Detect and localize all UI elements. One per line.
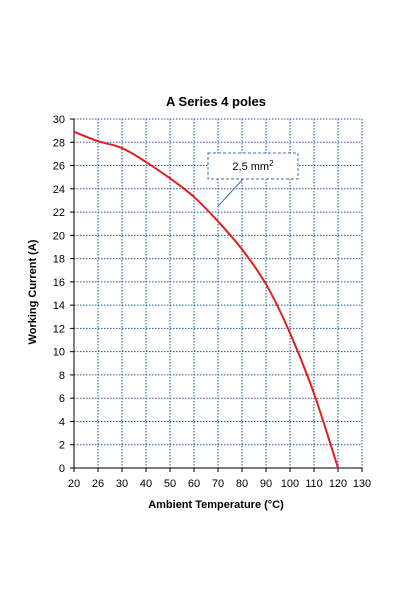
y-tick-label: 14 [53, 300, 65, 312]
y-tick-label: 10 [53, 347, 65, 359]
annotation-label-superscript: 2 [269, 159, 274, 168]
tick-labels: 20 26 30 40 50 60 70 80 90 100 110 120 1300246810121… [53, 114, 371, 490]
y-tick-label: 8 [59, 370, 65, 382]
x-axis-label: Ambient Temperature (°C) [148, 499, 284, 511]
y-tick-label: 2 [59, 440, 65, 452]
y-tick-label: 30 [53, 114, 65, 126]
y-tick-label: 26 [53, 161, 65, 173]
x-tick-label: 26 [92, 478, 104, 490]
x-tick-label: 90 [260, 478, 272, 490]
y-tick-label: 16 [53, 277, 65, 289]
x-tick-label: 50 [164, 478, 176, 490]
y-tick-label: 4 [59, 416, 65, 428]
y-tick-label: 20 [53, 230, 65, 242]
series-line-2-5mm2 [73, 130, 339, 469]
y-tick-label: 18 [53, 254, 65, 266]
x-tick-label: 130 [353, 478, 371, 490]
x-tick-label: 100 [281, 478, 299, 490]
x-tick-label: 20 [68, 478, 80, 490]
y-tick-label: 12 [53, 323, 65, 335]
x-tick-label: 60 [188, 478, 200, 490]
annotation-leader-line [217, 178, 244, 207]
chart-title: A Series 4 poles [166, 94, 266, 109]
annotation-label: 2,5 mm2 [232, 159, 274, 173]
y-tick-label: 0 [59, 463, 65, 475]
y-tick-label: 6 [59, 393, 65, 405]
y-tick-label: 22 [53, 207, 65, 219]
series-layer [73, 130, 339, 469]
x-tick-label: 30 [116, 478, 128, 490]
y-tick-label: 28 [53, 137, 65, 149]
axes [70, 118, 363, 472]
annotation-box [207, 152, 299, 180]
annotation-label-main: 2,5 mm [232, 161, 269, 173]
y-axis-label: Working Current (A) [27, 239, 39, 344]
y-tick-label: 24 [53, 184, 65, 196]
x-tick-label: 40 [140, 478, 152, 490]
x-tick-label: 120 [329, 478, 347, 490]
annotation: 2,5 mm2 [207, 152, 299, 207]
x-tick-label: 110 [305, 478, 323, 490]
x-tick-label: 70 [212, 478, 224, 490]
x-tick-label: 80 [236, 478, 248, 490]
